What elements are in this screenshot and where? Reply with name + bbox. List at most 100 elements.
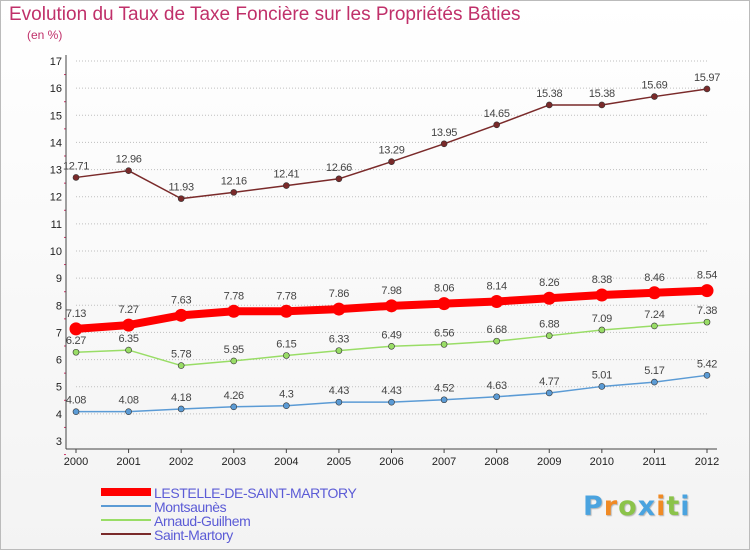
gridlines xyxy=(76,60,707,415)
data-point xyxy=(335,398,343,406)
data-label: 7.78 xyxy=(276,290,296,302)
data-point xyxy=(388,342,395,350)
data-label: 6.33 xyxy=(329,334,349,346)
data-point xyxy=(388,398,395,406)
x-tick-label: 2004 xyxy=(274,456,298,468)
y-tick-label: 10 xyxy=(50,246,62,258)
x-tick-label: 2012 xyxy=(695,456,719,468)
data-label: 8.06 xyxy=(434,283,454,295)
data-point xyxy=(598,383,606,390)
x-tick-label: 2006 xyxy=(379,456,403,468)
legend-label: LESTELLE-DE-SAINT-MARTORY xyxy=(154,485,357,501)
data-point xyxy=(545,389,553,397)
x-tick-label: 2003 xyxy=(222,456,246,468)
data-label: 7.98 xyxy=(381,285,401,297)
data-label: 7.78 xyxy=(224,290,244,302)
data-point xyxy=(493,393,500,401)
data-point xyxy=(72,348,80,356)
legend-label: Saint-Martory xyxy=(154,527,233,543)
data-label: 7.86 xyxy=(329,288,349,300)
y-tick-label: 8 xyxy=(56,300,62,312)
data-point xyxy=(335,175,343,183)
data-label: 15.38 xyxy=(589,88,615,100)
legend-swatch xyxy=(101,533,151,535)
data-point xyxy=(230,357,238,365)
data-point xyxy=(72,408,80,415)
data-label: 6.88 xyxy=(539,319,559,331)
x-tick-label: 2011 xyxy=(643,456,667,468)
data-label: 6.35 xyxy=(118,333,138,345)
data-label: 5.01 xyxy=(592,369,612,381)
data-label: 5.78 xyxy=(171,349,191,361)
y-tick-label: 7 xyxy=(56,327,62,339)
data-point xyxy=(440,140,448,148)
data-label: 4.43 xyxy=(381,385,401,397)
data-label: 8.46 xyxy=(644,272,664,284)
legend-label: Montsaunès xyxy=(154,499,227,515)
y-tick-label: 14 xyxy=(50,137,62,149)
data-label: 7.13 xyxy=(66,308,86,320)
data-label: 13.95 xyxy=(431,127,457,139)
data-label: 7.09 xyxy=(592,313,612,325)
axes: 3 4 5 6 7 8 9 10 11 12 13 14 15 16 17 2000 2001 2002 2003 2… xyxy=(50,55,719,468)
data-point xyxy=(230,189,238,196)
data-label: 11.93 xyxy=(169,182,194,194)
data-point xyxy=(174,308,188,322)
x-tick-label: 2008 xyxy=(484,456,508,468)
data-point xyxy=(283,352,290,359)
data-point xyxy=(177,195,185,202)
y-tick-label: 16 xyxy=(50,83,62,95)
data-point xyxy=(385,299,398,313)
data-label: 8.54 xyxy=(697,270,717,282)
data-point xyxy=(437,297,451,311)
y-tick-label: 4 xyxy=(56,409,62,421)
data-label: 4.08 xyxy=(118,395,138,407)
data-label: 12.16 xyxy=(221,175,247,187)
y-tick-label: 17 xyxy=(50,56,62,68)
data-point xyxy=(598,326,606,334)
data-label: 4.18 xyxy=(171,392,191,404)
data-point xyxy=(703,318,711,326)
legend-swatch xyxy=(101,505,151,507)
data-point xyxy=(177,405,185,413)
data-point xyxy=(283,182,290,189)
y-tick-label: 15 xyxy=(50,110,62,122)
data-label: 12.96 xyxy=(116,154,142,166)
x-tick-label: 2001 xyxy=(116,456,140,468)
data-point xyxy=(335,347,343,354)
data-point xyxy=(700,284,714,298)
data-point xyxy=(647,286,661,300)
data-point xyxy=(388,158,395,165)
series-layer: 7.13 7.27 7.63 7.78 7.78 7.86 7.98 8.06 8.14 8.26… xyxy=(63,72,720,415)
data-label: 15.69 xyxy=(641,80,667,92)
data-point xyxy=(122,318,136,332)
data-point xyxy=(598,101,606,109)
data-point xyxy=(542,291,556,305)
y-tick-label: 3 xyxy=(56,436,62,448)
data-point xyxy=(177,362,185,369)
data-point xyxy=(651,378,658,386)
data-label: 12.66 xyxy=(326,162,352,174)
data-point xyxy=(595,288,609,302)
legend-swatch xyxy=(101,488,151,496)
data-label: 6.15 xyxy=(276,339,296,351)
data-point xyxy=(227,304,241,318)
data-label: 8.26 xyxy=(539,277,559,289)
legend-label: Arnaud-Guilhem xyxy=(154,513,251,529)
data-point xyxy=(703,85,711,93)
data-point xyxy=(230,403,238,411)
data-label: 15.38 xyxy=(536,88,562,100)
data-label: 6.49 xyxy=(381,329,401,341)
data-point xyxy=(332,302,346,316)
data-label: 6.68 xyxy=(487,324,507,336)
data-point xyxy=(545,101,553,109)
y-tick-label: 6 xyxy=(56,355,62,367)
data-point xyxy=(651,322,658,330)
data-label: 8.14 xyxy=(487,280,507,292)
y-tick-label: 11 xyxy=(51,219,62,231)
data-point xyxy=(125,346,132,354)
x-tick-label: 2000 xyxy=(64,456,88,468)
data-point xyxy=(651,93,658,100)
